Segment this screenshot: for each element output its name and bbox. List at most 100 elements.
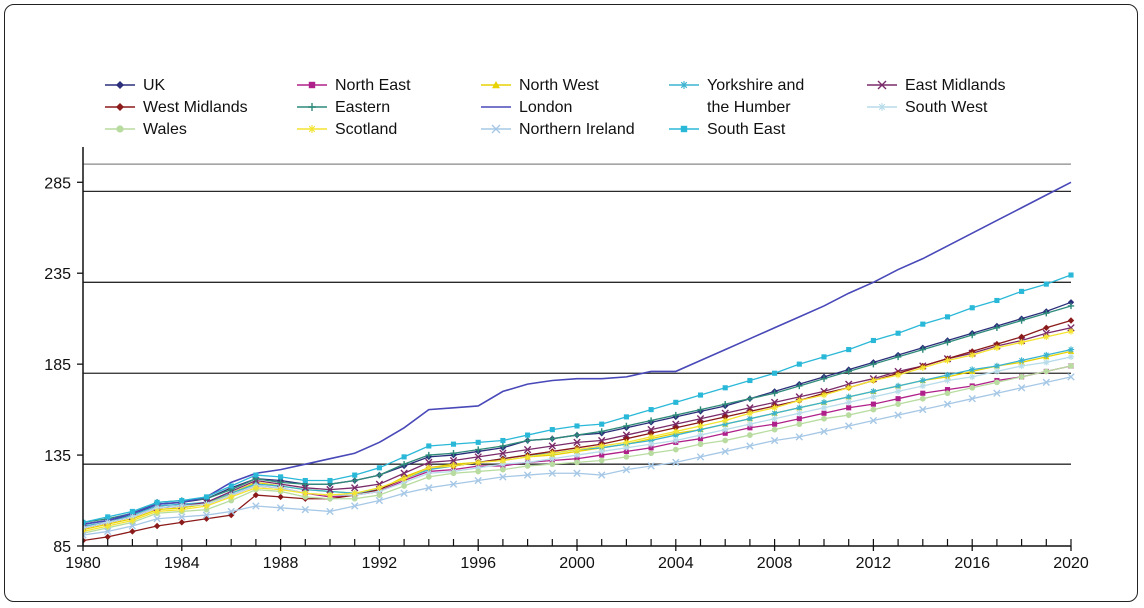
data-point (846, 347, 852, 353)
data-point (523, 445, 532, 454)
data-point (821, 410, 827, 416)
data-point (944, 357, 951, 364)
y-tick-label: 235 (44, 266, 71, 283)
data-point (573, 431, 581, 439)
series-north-west (83, 348, 1075, 533)
legend-marker (116, 81, 124, 89)
data-point (920, 390, 926, 396)
x-tick-label: 1996 (460, 555, 496, 572)
data-point (746, 410, 754, 417)
data-point (944, 390, 951, 397)
data-point (1067, 299, 1075, 306)
series-line (83, 319, 1072, 542)
data-point (820, 391, 828, 399)
data-point (573, 469, 581, 477)
legend-label: West Midlands (143, 99, 248, 116)
data-point (301, 505, 309, 514)
data-point (450, 450, 457, 457)
data-point (647, 425, 655, 434)
data-point (943, 400, 952, 408)
legend-marker (680, 81, 688, 89)
data-point (623, 448, 629, 454)
data-point (1067, 317, 1075, 324)
data-point (869, 416, 878, 425)
data-point (524, 459, 531, 466)
data-point (474, 453, 482, 461)
data-point (450, 462, 457, 470)
data-point (648, 445, 654, 451)
data-point (770, 398, 779, 407)
x-tick-label: 2020 (1053, 555, 1089, 572)
legend-label: UK (143, 77, 166, 94)
legend-label: South West (905, 99, 988, 116)
y-tick-label: 85 (53, 539, 71, 556)
data-point (327, 477, 333, 484)
series-line (83, 181, 1072, 525)
legend: UK North East North West Yorkshire and the H… (105, 77, 1006, 138)
data-point (673, 399, 679, 405)
data-point (894, 371, 902, 379)
legend-label: Northern Ireland (519, 121, 635, 138)
data-point (919, 346, 926, 353)
data-point (351, 477, 358, 484)
legend-marker (877, 80, 887, 90)
legend-marker (116, 103, 124, 111)
data-point (697, 441, 704, 448)
legend-item-south-east: South East (669, 121, 786, 138)
data-point (870, 393, 877, 401)
data-point (252, 502, 260, 510)
data-point (573, 446, 581, 453)
data-point (1043, 324, 1050, 331)
legend-marker (308, 103, 316, 111)
data-point (796, 361, 802, 367)
data-point (524, 453, 531, 461)
data-point (252, 484, 260, 492)
data-point (722, 426, 729, 433)
data-point (696, 415, 705, 423)
legend-item-eastern: Eastern (297, 99, 390, 116)
data-point (722, 417, 729, 424)
data-point (1018, 339, 1025, 346)
data-point (573, 438, 581, 447)
data-point (523, 471, 532, 479)
data-point (549, 450, 556, 457)
x-tick-label: 1980 (65, 555, 101, 572)
data-point (993, 324, 1001, 331)
data-point (326, 488, 334, 495)
data-point (1043, 333, 1050, 341)
data-point (722, 385, 728, 391)
data-point (968, 394, 976, 403)
data-point (919, 364, 926, 371)
data-point (919, 405, 927, 414)
data-point (1067, 346, 1075, 353)
data-point (920, 321, 926, 327)
data-point (178, 519, 185, 526)
data-point (203, 502, 210, 510)
legend-label: North East (335, 77, 411, 94)
data-point (993, 368, 1001, 375)
data-point (302, 486, 309, 493)
data-point (153, 504, 161, 512)
data-point (672, 437, 679, 444)
data-point (178, 502, 185, 510)
data-point (647, 462, 655, 470)
data-point (994, 379, 1000, 386)
legend-item-north-west: North West (481, 77, 599, 94)
data-point (500, 437, 506, 444)
data-point (83, 519, 86, 525)
data-point (376, 484, 383, 492)
legend-label: Wales (143, 121, 187, 138)
data-point (178, 513, 186, 521)
data-point (846, 405, 852, 411)
data-point (499, 473, 507, 481)
legend-item-west-midlands: West Midlands (105, 99, 248, 116)
data-point (525, 432, 531, 438)
series-scotland (83, 328, 1075, 535)
data-point (796, 404, 803, 411)
data-point (153, 515, 161, 523)
data-point (351, 495, 358, 502)
data-point (894, 353, 902, 361)
data-point (697, 392, 704, 398)
y-tick-label: 135 (44, 448, 71, 465)
data-point (129, 508, 135, 515)
